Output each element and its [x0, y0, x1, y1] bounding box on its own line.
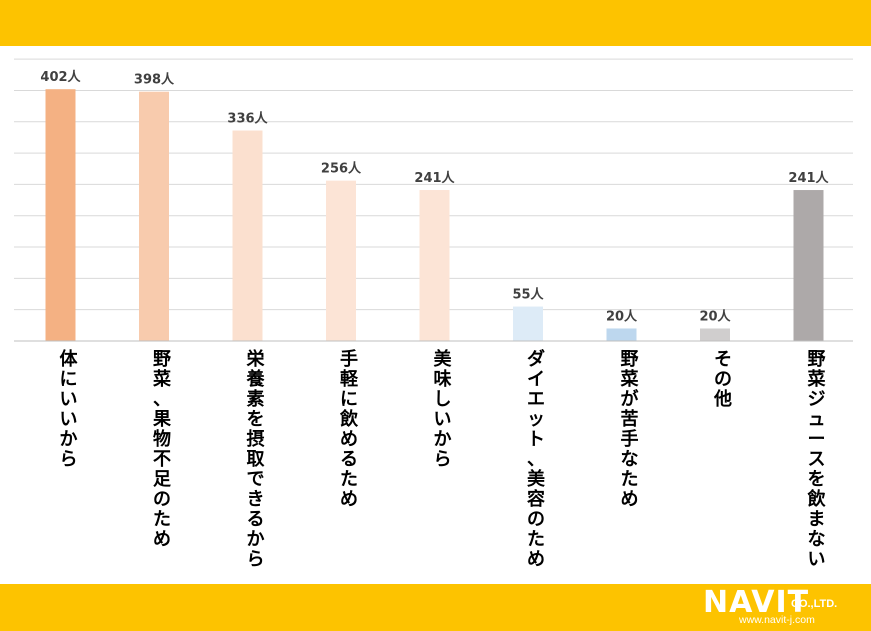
category-label: 手軽に飲めるため: [339, 348, 359, 510]
top-banner: [0, 0, 871, 46]
value-label: 402人: [40, 69, 81, 85]
bar: [326, 180, 356, 341]
bar: [419, 190, 450, 341]
bars: [45, 89, 824, 341]
value-label: 241人: [414, 170, 455, 186]
category-label: 野菜、果物不足のため: [152, 349, 172, 550]
bottom-banner: [0, 584, 871, 631]
category-label: 野菜ジュースを飲まない: [807, 349, 827, 570]
bar: [793, 190, 824, 341]
value-labels: 402人 398人 336人 256人 241人 55人 20人 20人 241人: [40, 69, 829, 324]
value-label: 336人: [227, 111, 268, 127]
category-label: その他: [713, 349, 732, 410]
bar: [45, 89, 76, 341]
category-label: ダイエット、美容のため: [527, 348, 545, 570]
navit-logo: NAVIT CO.,LTD. www.navit-j.com: [703, 588, 853, 628]
bar: [700, 328, 730, 341]
value-label: 20人: [606, 308, 638, 324]
logo-brand: NAVIT: [703, 585, 810, 620]
bar: [606, 328, 637, 341]
value-label: 55人: [512, 287, 544, 303]
value-label: 256人: [321, 161, 362, 177]
bar: [232, 130, 263, 341]
category-labels: 体にいいから 野菜、果物不足のため 栄養素を摂取できるから 手軽に飲めるため 美味しいか…: [60, 348, 827, 570]
bar: [513, 306, 543, 341]
value-label: 398人: [134, 72, 175, 88]
category-label: 体にいいから: [60, 348, 79, 470]
value-label: 20人: [699, 308, 731, 324]
category-label: 栄養素を摂取できるから: [246, 348, 266, 570]
logo-suffix: CO.,LTD.: [791, 598, 838, 610]
category-label: 美味しいから: [434, 348, 452, 470]
bar: [139, 91, 169, 341]
value-label: 241人: [788, 170, 829, 186]
category-label: 野菜が苦手なため: [620, 349, 639, 510]
logo-url: www.navit-j.com: [739, 614, 815, 626]
bar-chart: 402人 398人 336人 256人 241人 55人 20人 20人 241人 体にいいから…: [14, 58, 853, 570]
